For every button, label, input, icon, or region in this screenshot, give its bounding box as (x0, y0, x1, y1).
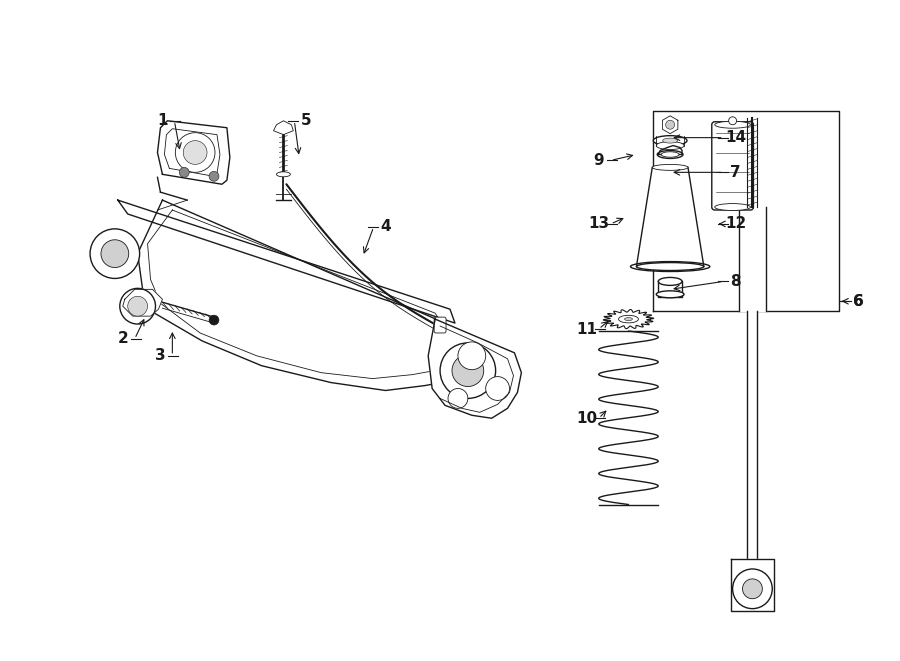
Polygon shape (428, 319, 521, 418)
Text: 7: 7 (730, 165, 741, 180)
Ellipse shape (656, 141, 684, 149)
Text: 3: 3 (155, 348, 166, 364)
Circle shape (101, 240, 129, 268)
Circle shape (733, 569, 772, 609)
Polygon shape (118, 200, 455, 323)
Ellipse shape (715, 121, 751, 128)
Polygon shape (662, 116, 678, 134)
FancyBboxPatch shape (434, 317, 446, 333)
Circle shape (209, 315, 219, 325)
Text: 2: 2 (117, 331, 128, 346)
Circle shape (452, 355, 483, 387)
Text: 10: 10 (576, 410, 598, 426)
Circle shape (458, 342, 486, 369)
Ellipse shape (618, 315, 638, 323)
Text: 8: 8 (730, 274, 741, 289)
Polygon shape (739, 207, 766, 311)
Text: 9: 9 (593, 153, 604, 168)
Ellipse shape (625, 317, 633, 321)
Text: 5: 5 (301, 113, 311, 128)
Text: 4: 4 (380, 219, 391, 235)
Polygon shape (138, 200, 472, 391)
Ellipse shape (276, 172, 291, 176)
FancyBboxPatch shape (712, 122, 753, 210)
Polygon shape (748, 311, 758, 559)
Ellipse shape (662, 138, 678, 143)
Circle shape (90, 229, 140, 278)
Circle shape (184, 141, 207, 165)
Circle shape (209, 171, 219, 181)
Polygon shape (731, 559, 774, 611)
Polygon shape (658, 282, 682, 294)
Text: 6: 6 (853, 293, 864, 309)
Circle shape (486, 377, 509, 401)
Circle shape (729, 117, 736, 125)
Ellipse shape (652, 165, 688, 171)
Polygon shape (603, 309, 653, 329)
Circle shape (448, 389, 468, 408)
Text: 11: 11 (576, 321, 598, 336)
Ellipse shape (662, 152, 680, 157)
Ellipse shape (658, 278, 682, 286)
Circle shape (666, 120, 675, 129)
Text: 6: 6 (853, 293, 864, 309)
Ellipse shape (656, 291, 684, 297)
Text: 14: 14 (725, 130, 746, 145)
Text: 12: 12 (725, 216, 746, 231)
Circle shape (179, 167, 189, 177)
Polygon shape (274, 121, 293, 135)
Ellipse shape (636, 262, 704, 270)
Text: 1: 1 (158, 113, 167, 128)
Text: 13: 13 (589, 216, 609, 231)
Circle shape (120, 288, 156, 324)
Circle shape (176, 133, 215, 173)
Circle shape (440, 343, 496, 399)
Polygon shape (636, 167, 704, 266)
Circle shape (742, 579, 762, 599)
Polygon shape (158, 121, 230, 184)
Ellipse shape (715, 204, 751, 210)
Circle shape (128, 296, 148, 316)
Ellipse shape (653, 136, 687, 145)
Polygon shape (122, 290, 162, 316)
Ellipse shape (657, 151, 683, 159)
Polygon shape (658, 145, 682, 155)
